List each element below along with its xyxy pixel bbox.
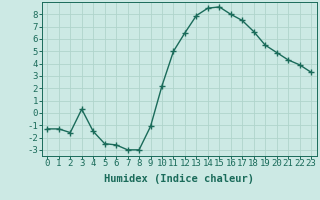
- X-axis label: Humidex (Indice chaleur): Humidex (Indice chaleur): [104, 174, 254, 184]
